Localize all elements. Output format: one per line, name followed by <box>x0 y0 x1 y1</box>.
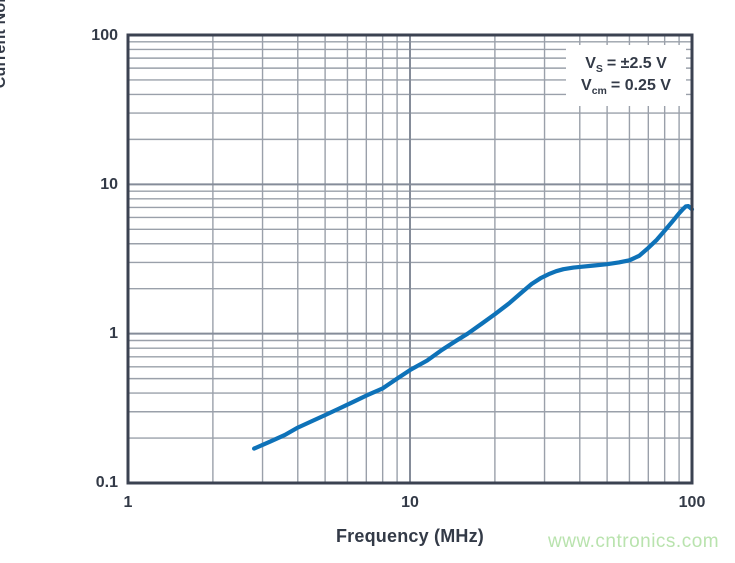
y-tick-label-10: 10 <box>100 176 118 193</box>
y-tick-label-100: 100 <box>91 27 118 44</box>
annotation-line-vs: VS = ±2.5 V <box>585 54 667 75</box>
annotation-line-vcm: Vcm = 0.25 V <box>581 76 671 97</box>
watermark-text: www.cntronics.com <box>548 531 720 552</box>
x-axis-title: Frequency (MHz) <box>335 526 484 546</box>
x-tick-label-1: 1 <box>123 494 133 511</box>
y-tick-label-0p1: 0.1 <box>95 474 118 491</box>
test-conditions-annotation: VS = ±2.5 V Vcm = 0.25 V <box>566 45 686 106</box>
x-tick-label-10: 10 <box>401 494 419 511</box>
y-title-prefix: Current Noise (pA <box>0 0 9 89</box>
noise-curve <box>252 204 695 451</box>
x-tick-label-100: 100 <box>678 494 706 511</box>
y-tick-label-1: 1 <box>109 325 118 342</box>
